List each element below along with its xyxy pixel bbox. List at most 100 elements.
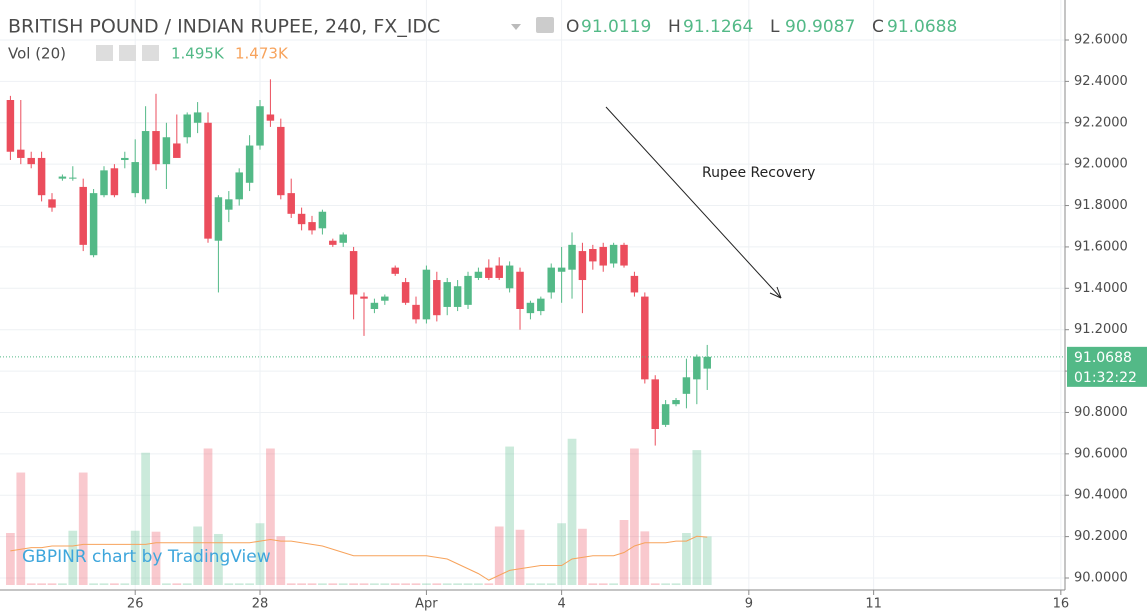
candle-body — [547, 267, 555, 293]
volume-bar — [390, 583, 400, 585]
candle-body — [287, 193, 295, 214]
volume-bar — [370, 583, 379, 585]
candle-body — [245, 145, 254, 183]
dropdown-icon[interactable] — [511, 24, 521, 30]
x-tick-label: 28 — [252, 597, 269, 612]
eye-icon[interactable] — [536, 17, 554, 33]
volume-bar — [234, 583, 244, 585]
volume-bar — [193, 526, 202, 585]
candle-body — [266, 114, 275, 121]
candle-body — [193, 112, 202, 123]
arrow-head — [769, 286, 782, 299]
x-tick-label: 9 — [745, 597, 753, 612]
candle-body — [79, 186, 87, 245]
y-tick-label: 90.4000 — [1074, 488, 1128, 503]
volume-bar — [640, 531, 650, 585]
candle-body — [474, 271, 483, 278]
volume-bar — [411, 583, 421, 585]
volume-bar — [130, 530, 140, 585]
candle-body — [703, 356, 711, 369]
volume-bar — [432, 583, 442, 585]
candle-body — [557, 267, 566, 272]
volume-bar — [671, 583, 681, 585]
candle-body — [100, 170, 108, 196]
volume-bar — [692, 450, 702, 585]
volume-bar — [453, 583, 462, 585]
candle-body — [89, 193, 98, 256]
candle-body — [58, 176, 67, 179]
volume-bar — [401, 583, 410, 585]
eye-icon[interactable] — [96, 45, 113, 61]
volume-bar — [151, 531, 161, 585]
volume-bar — [630, 448, 639, 585]
volume-value: 1.495K — [171, 45, 225, 63]
volume-bar — [474, 583, 483, 585]
volume-bar — [609, 583, 618, 585]
x-tick-label: 26 — [127, 597, 144, 612]
y-tick-label: 90.0000 — [1074, 571, 1128, 586]
candle-body — [599, 246, 607, 266]
volume-bar — [338, 583, 348, 585]
volume-ma-line — [10, 535, 708, 581]
volume-bar — [702, 536, 712, 585]
volume-bar — [245, 583, 254, 585]
volume-bar — [37, 583, 46, 585]
volume-bar — [99, 583, 109, 585]
candle-body — [173, 143, 181, 158]
candle-body — [443, 282, 451, 307]
settings-icon[interactable] — [119, 45, 136, 61]
countdown: 01:32:22 — [1074, 370, 1137, 386]
y-tick-label: 91.6000 — [1074, 239, 1128, 254]
volume-bar — [546, 583, 556, 585]
candle-body — [589, 248, 597, 262]
volume-bar — [557, 523, 566, 585]
volume-ma-value: 1.473K — [235, 45, 289, 63]
y-tick-label: 90.6000 — [1074, 446, 1128, 461]
candle-body — [464, 275, 472, 305]
volume-bar — [494, 526, 504, 585]
volume-bar — [224, 583, 234, 585]
volume-bar — [255, 523, 265, 585]
candle-body — [578, 251, 587, 281]
candle-body — [318, 211, 327, 229]
candle-body — [214, 197, 223, 241]
y-tick-label: 90.2000 — [1074, 529, 1128, 544]
arrow-line — [605, 106, 782, 299]
volume-bar — [141, 452, 150, 585]
volume-bar — [567, 438, 577, 585]
volume-bar — [6, 533, 15, 585]
candle-body — [17, 149, 25, 158]
candle-body — [297, 213, 306, 225]
candle-body — [256, 106, 264, 146]
volume-bar — [286, 583, 296, 585]
candle-body — [349, 251, 358, 295]
volume-bar — [484, 583, 494, 585]
volume-bar — [682, 533, 691, 585]
candle-body — [453, 286, 462, 307]
volume-bar — [588, 583, 598, 585]
y-tick-label: 91.8000 — [1074, 198, 1128, 213]
price-badge — [1067, 346, 1147, 387]
candle-body — [661, 404, 670, 425]
candle-body — [641, 296, 649, 380]
close-icon[interactable] — [142, 45, 159, 61]
y-tick-label: 92.4000 — [1074, 74, 1128, 89]
x-tick-label: 4 — [557, 597, 565, 612]
annotation: Rupee Recovery — [702, 165, 815, 181]
candle-body — [308, 222, 316, 231]
x-tick-label: 16 — [1053, 597, 1070, 612]
candle-body — [277, 126, 285, 196]
y-tick-label: 91.4000 — [1074, 281, 1128, 296]
volume-bar — [68, 530, 78, 585]
candle-body — [204, 122, 212, 239]
ohlc-value: 91.1264 — [683, 17, 753, 37]
volume-bar — [526, 583, 535, 585]
candle-body — [651, 379, 659, 430]
candle-body — [412, 304, 420, 320]
volume-bar — [297, 583, 306, 585]
price-label: 91.0688 — [1074, 350, 1132, 366]
candle-body — [110, 168, 119, 196]
volume-bar — [318, 583, 327, 585]
volume-bar — [26, 583, 36, 585]
